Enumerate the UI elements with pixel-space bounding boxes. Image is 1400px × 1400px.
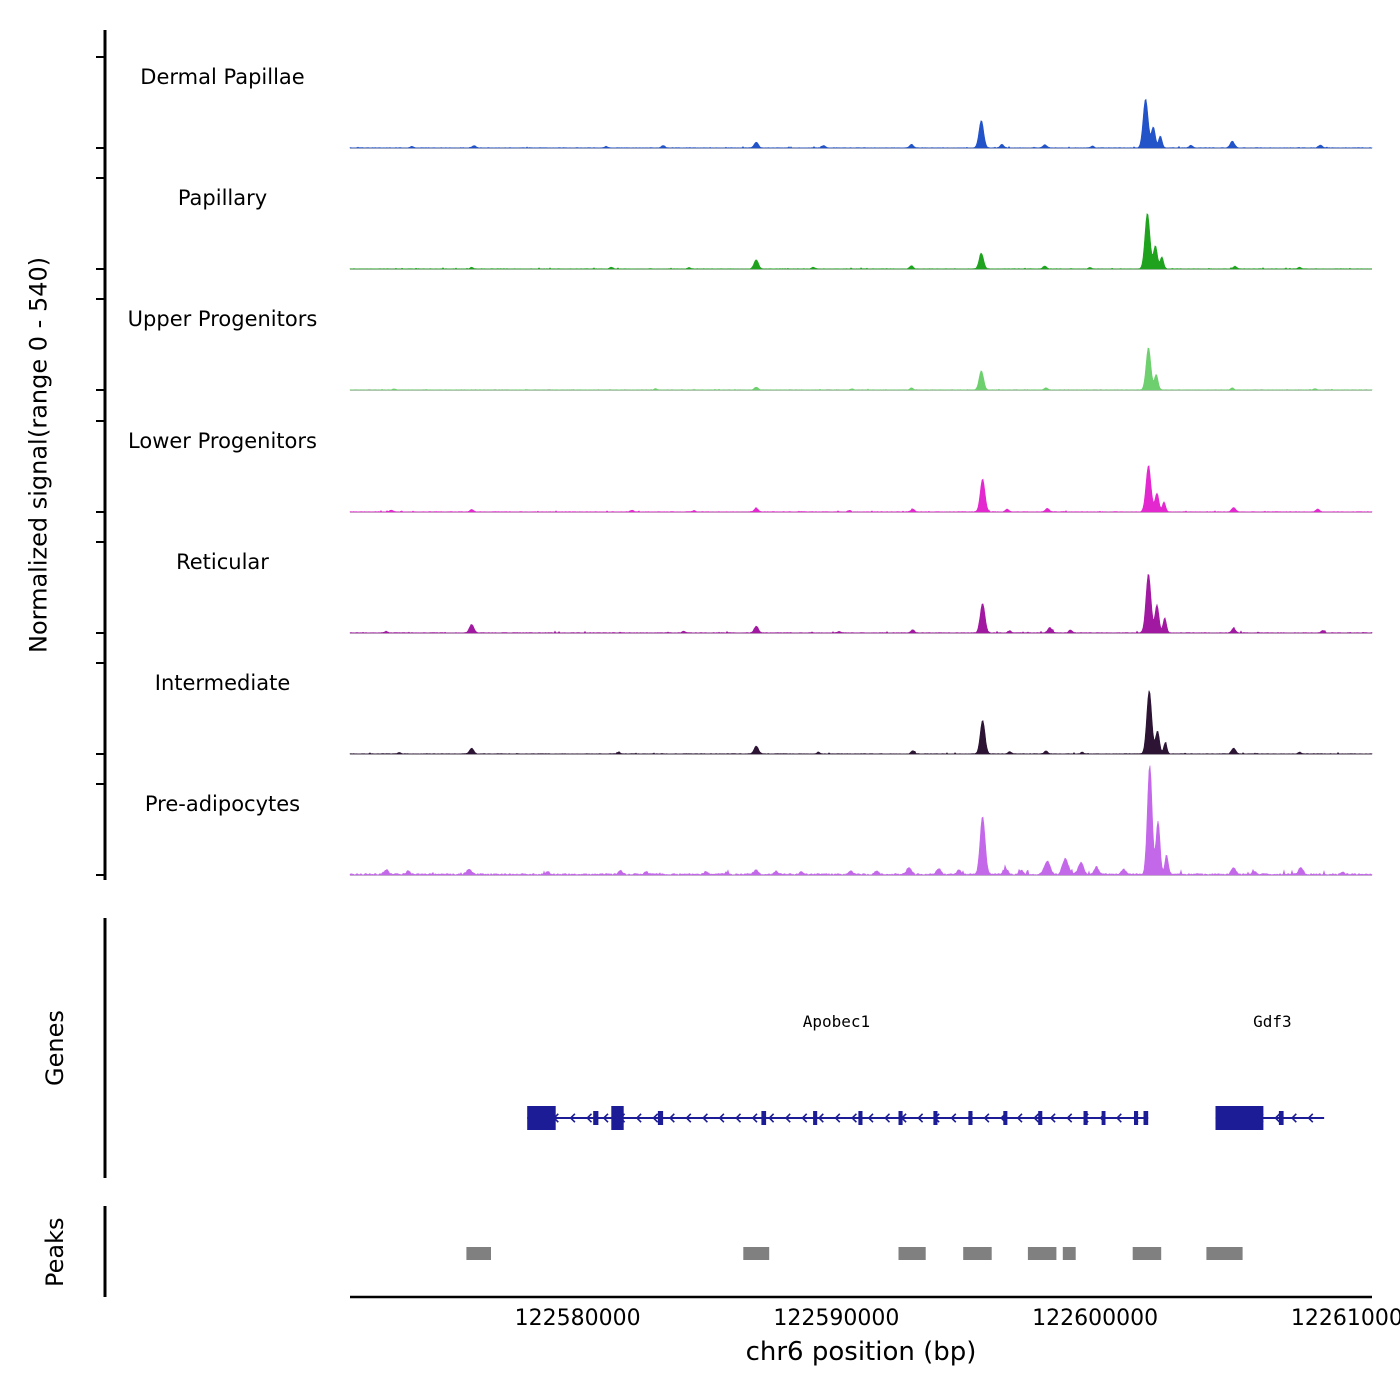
strand-arrow-icon (917, 1113, 924, 1123)
strand-arrow-icon (950, 1113, 957, 1123)
signal-track-lower-progenitors (349, 465, 1373, 513)
strand-arrow-icon (586, 1113, 593, 1123)
strand-arrow-icon (768, 1113, 775, 1123)
strand-arrow-icon (702, 1113, 708, 1123)
genes-section-label: Genes (41, 1010, 69, 1086)
strand-arrow-icon (1066, 1113, 1073, 1123)
strand-arrow-icon (884, 1113, 891, 1123)
strand-arrow-icon (784, 1113, 791, 1123)
gene-name-label-gdf3: Gdf3 (1253, 1012, 1292, 1031)
track-label-dermal-papillae: Dermal Papillae (140, 65, 305, 89)
signal-area (349, 765, 1373, 876)
y-axis-label-line1: Normalized signal (24, 438, 53, 653)
signal-area (349, 213, 1373, 270)
strand-arrow-icon (569, 1113, 576, 1123)
signal-track-dermal-papillae (349, 98, 1373, 149)
gene-exon (657, 1111, 664, 1125)
gene-exon (933, 1111, 938, 1125)
y-axis-label-line2: (range 0 - 540) (24, 257, 53, 439)
gene-exon (858, 1111, 863, 1125)
signal-track-reticular (349, 574, 1373, 634)
x-axis-title: chr6 position (bp) (745, 1337, 977, 1367)
strand-arrow-icon (1115, 1113, 1122, 1123)
gene-exon (1215, 1106, 1264, 1130)
peaks-section-label: Peaks (41, 1217, 69, 1287)
x-tick-label: 122590000 (773, 1306, 900, 1331)
gene-model-apobec1 (527, 1106, 1149, 1130)
peak-rect (898, 1247, 926, 1260)
x-tick-label: 122610000 (1290, 1306, 1400, 1331)
gene-name-label-apobec1: Apobec1 (802, 1012, 871, 1031)
gene-exon (527, 1106, 556, 1130)
y-axis-label: Normalized signal (range 0 - 540) (6, 30, 72, 880)
peak-rect (466, 1247, 491, 1260)
strand-arrow-icon (851, 1113, 857, 1123)
peak-rect (1027, 1247, 1057, 1260)
peaks-track (466, 1247, 1243, 1260)
strand-arrow-icon (751, 1113, 758, 1123)
gene-exon (1143, 1111, 1149, 1125)
gene-exon (1083, 1111, 1088, 1125)
strand-arrow-icon (1049, 1113, 1056, 1123)
track-label-lower-progenitors: Lower Progenitors (128, 429, 317, 453)
strand-arrow-icon (685, 1113, 692, 1123)
strand-arrow-icon (735, 1113, 742, 1123)
x-tick-label: 122600000 (1032, 1306, 1159, 1331)
signal-area (349, 690, 1373, 755)
x-tick-label: 122580000 (514, 1306, 641, 1331)
signal-area (349, 98, 1373, 149)
strand-arrow-icon (1307, 1113, 1314, 1123)
gene-exon (968, 1111, 973, 1125)
strand-arrow-icon (635, 1113, 642, 1123)
signal-track-intermediate (349, 690, 1373, 755)
strand-arrow-icon (668, 1113, 675, 1123)
gene-exon (593, 1111, 599, 1125)
track-label-reticular: Reticular (176, 550, 269, 574)
gene-exon (1134, 1111, 1139, 1125)
gene-exon (761, 1111, 767, 1125)
gene-exon (1038, 1111, 1043, 1125)
strand-arrow-icon (817, 1113, 824, 1123)
peak-rect (1132, 1247, 1162, 1260)
gene-exon (813, 1111, 818, 1125)
gene-exon (898, 1111, 903, 1125)
signal-area (349, 347, 1373, 391)
strand-arrow-icon (1033, 1113, 1040, 1123)
gene-exon (1101, 1111, 1106, 1125)
track-label-upper-progenitors: Upper Progenitors (127, 307, 318, 331)
track-label-papillary: Papillary (177, 186, 268, 210)
strand-arrow-icon (1290, 1113, 1297, 1123)
signal-track-papillary (349, 213, 1373, 270)
strand-arrow-icon (1016, 1113, 1023, 1123)
strand-arrow-icon (983, 1113, 990, 1123)
gene-exon (611, 1106, 624, 1130)
peak-rect (1206, 1247, 1243, 1260)
gene-exon (1278, 1111, 1284, 1125)
gene-model-gdf3 (1215, 1106, 1325, 1130)
track-label-intermediate: Intermediate (154, 671, 291, 695)
peak-rect (1062, 1247, 1076, 1260)
gene-exon (1003, 1111, 1008, 1125)
signal-track-upper-progenitors (349, 347, 1373, 391)
peak-rect (963, 1247, 992, 1260)
strand-arrow-icon (652, 1113, 659, 1123)
strand-arrow-icon (834, 1113, 841, 1123)
genes-track (527, 1106, 1325, 1130)
strand-arrow-icon (867, 1113, 874, 1123)
strand-arrow-icon (602, 1113, 609, 1123)
strand-arrow-icon (801, 1113, 808, 1123)
signal-track-pre-adipocytes (349, 765, 1373, 876)
signal-area (349, 465, 1373, 513)
signal-area (349, 574, 1373, 634)
strand-arrow-icon (1274, 1113, 1281, 1123)
track-label-pre-adipocytes: Pre-adipocytes (144, 792, 301, 816)
peak-rect (743, 1247, 770, 1260)
strand-arrow-icon (718, 1113, 725, 1123)
